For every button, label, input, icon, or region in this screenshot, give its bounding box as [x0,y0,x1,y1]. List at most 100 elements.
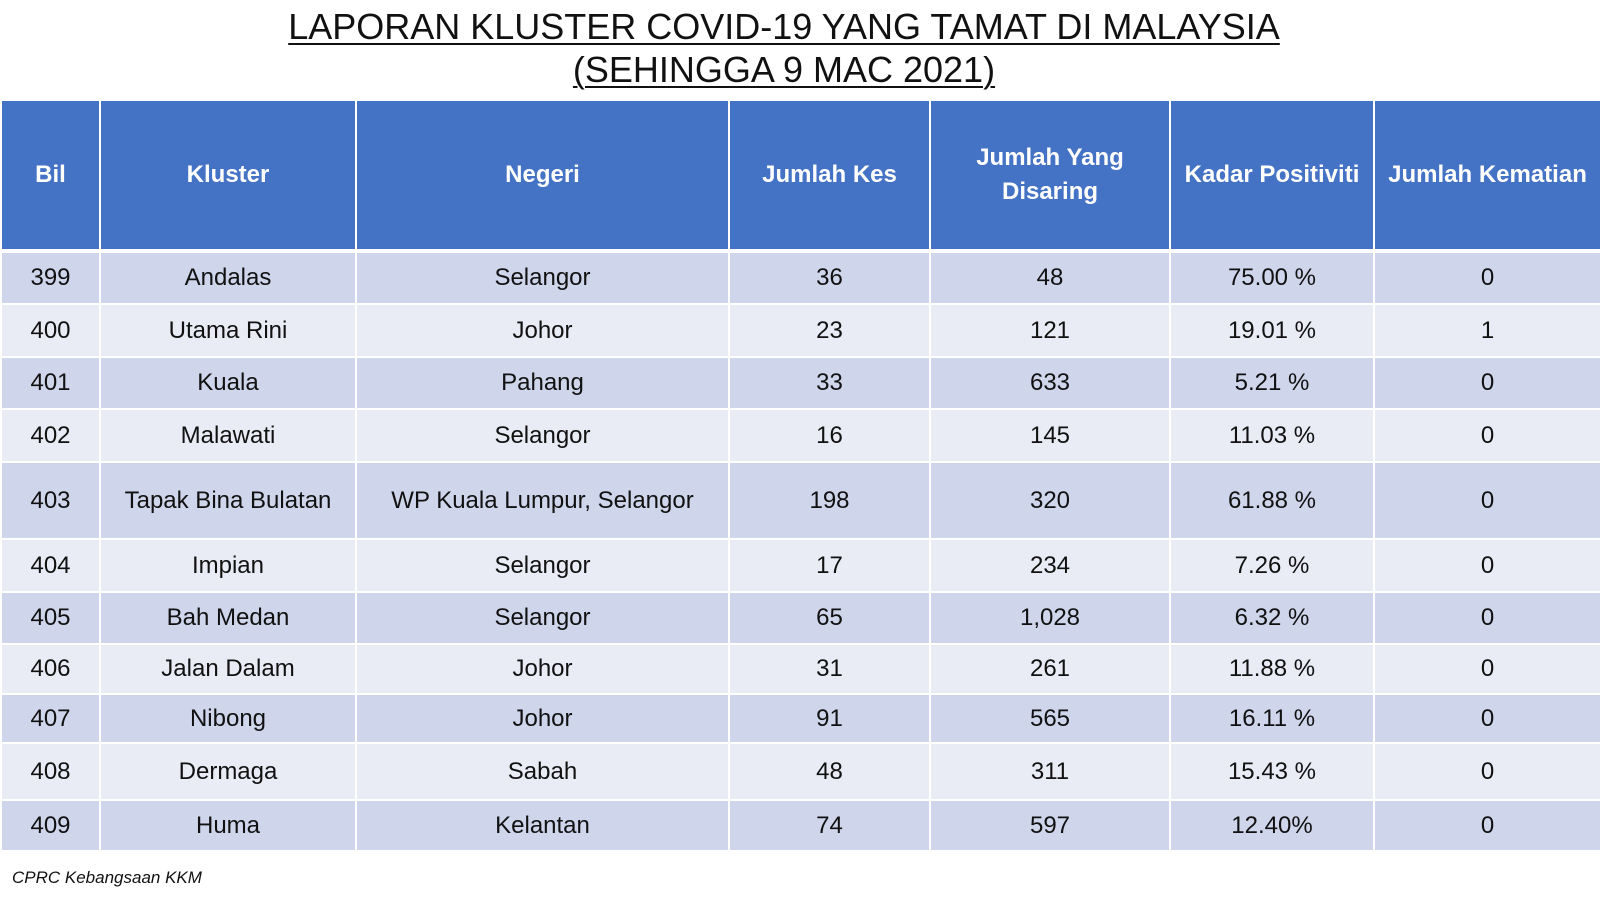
table-row: 407 Nibong Johor 91 565 16.11 % 0 [0,693,1600,744]
header-negeri: Negeri [355,101,730,253]
header-row: Bil Kluster Negeri Jumlah Kes Jumlah Yan… [0,101,1600,253]
cluster-table: Bil Kluster Negeri Jumlah Kes Jumlah Yan… [0,101,1600,852]
cell-bil: 399 [0,250,101,305]
cell-bil: 401 [0,356,101,410]
cell-jumlah-kematian: 1 [1373,303,1600,358]
cell-negeri: Kelantan [355,799,730,852]
cell-jumlah-kes: 33 [728,356,931,410]
cell-negeri: WP Kuala Lumpur, Selangor [355,461,730,540]
title-line-1: LAPORAN KLUSTER COVID-19 YANG TAMAT DI M… [288,6,1280,47]
cell-jumlah-disaring: 597 [929,799,1171,852]
cell-kadar-positiviti: 61.88 % [1169,461,1375,540]
cell-kadar-positiviti: 75.00 % [1169,250,1375,305]
cell-jumlah-disaring: 1,028 [929,591,1171,645]
cell-jumlah-kes: 65 [728,591,931,645]
header-kadar-positiviti: Kadar Positiviti [1169,101,1375,253]
cell-bil: 407 [0,693,101,744]
cell-kluster: Bah Medan [99,591,357,645]
cell-bil: 406 [0,643,101,695]
table-row: 403 Tapak Bina Bulatan WP Kuala Lumpur, … [0,461,1600,540]
header-jumlah-kematian: Jumlah Kematian [1373,101,1600,253]
cell-jumlah-kematian: 0 [1373,742,1600,801]
cell-jumlah-kes: 23 [728,303,931,358]
table-row: 402 Malawati Selangor 16 145 11.03 % 0 [0,408,1600,463]
cell-kluster: Tapak Bina Bulatan [99,461,357,540]
cell-jumlah-disaring: 565 [929,693,1171,744]
cell-kadar-positiviti: 12.40% [1169,799,1375,852]
cell-kadar-positiviti: 16.11 % [1169,693,1375,744]
cell-kluster: Impian [99,538,357,593]
title-line-2: (SEHINGGA 9 MAC 2021) [572,49,996,90]
cell-kluster: Kuala [99,356,357,410]
table-row: 401 Kuala Pahang 33 633 5.21 % 0 [0,356,1600,410]
cell-kadar-positiviti: 6.32 % [1169,591,1375,645]
cell-jumlah-kematian: 0 [1373,250,1600,305]
cell-jumlah-kematian: 0 [1373,408,1600,463]
cell-jumlah-kematian: 0 [1373,538,1600,593]
cell-bil: 403 [0,461,101,540]
cell-jumlah-disaring: 145 [929,408,1171,463]
cell-kluster: Nibong [99,693,357,744]
cell-jumlah-disaring: 234 [929,538,1171,593]
cell-kadar-positiviti: 15.43 % [1169,742,1375,801]
cell-jumlah-kematian: 0 [1373,356,1600,410]
table-row: 404 Impian Selangor 17 234 7.26 % 0 [0,538,1600,593]
cell-jumlah-kematian: 0 [1373,643,1600,695]
cell-jumlah-disaring: 320 [929,461,1171,540]
cell-kluster: Andalas [99,250,357,305]
cell-jumlah-kes: 16 [728,408,931,463]
cell-jumlah-kes: 31 [728,643,931,695]
cell-jumlah-kematian: 0 [1373,591,1600,645]
cell-negeri: Selangor [355,408,730,463]
cell-jumlah-kes: 91 [728,693,931,744]
cell-jumlah-disaring: 311 [929,742,1171,801]
cell-jumlah-kematian: 0 [1373,461,1600,540]
cell-jumlah-disaring: 121 [929,303,1171,358]
cell-negeri: Pahang [355,356,730,410]
cell-negeri: Selangor [355,250,730,305]
table-body: 399 Andalas Selangor 36 48 75.00 % 0 400… [0,250,1600,852]
cell-jumlah-disaring: 48 [929,250,1171,305]
cell-bil: 402 [0,408,101,463]
cell-kluster: Utama Rini [99,303,357,358]
cell-kadar-positiviti: 7.26 % [1169,538,1375,593]
cell-jumlah-kematian: 0 [1373,693,1600,744]
cell-kadar-positiviti: 5.21 % [1169,356,1375,410]
cell-negeri: Sabah [355,742,730,801]
cell-kadar-positiviti: 19.01 % [1169,303,1375,358]
header-jumlah-kes: Jumlah Kes [728,101,931,253]
cell-negeri: Johor [355,693,730,744]
header-bil: Bil [0,101,101,253]
report-title: LAPORAN KLUSTER COVID-19 YANG TAMAT DI M… [0,6,1568,92]
source-footnote: CPRC Kebangsaan KKM [12,868,202,887]
cell-jumlah-kes: 36 [728,250,931,305]
cell-bil: 405 [0,591,101,645]
cell-negeri: Johor [355,643,730,695]
cell-bil: 409 [0,799,101,852]
cell-kluster: Huma [99,799,357,852]
cell-kadar-positiviti: 11.03 % [1169,408,1375,463]
table-row: 406 Jalan Dalam Johor 31 261 11.88 % 0 [0,643,1600,695]
cell-negeri: Johor [355,303,730,358]
cell-kluster: Dermaga [99,742,357,801]
cell-jumlah-kes: 17 [728,538,931,593]
cell-jumlah-kematian: 0 [1373,799,1600,852]
table-row: 400 Utama Rini Johor 23 121 19.01 % 1 [0,303,1600,358]
cell-jumlah-disaring: 261 [929,643,1171,695]
cell-bil: 400 [0,303,101,358]
header-jumlah-disaring: Jumlah Yang Disaring [929,101,1171,253]
cell-jumlah-kes: 48 [728,742,931,801]
cell-jumlah-disaring: 633 [929,356,1171,410]
table-row: 405 Bah Medan Selangor 65 1,028 6.32 % 0 [0,591,1600,645]
cell-bil: 408 [0,742,101,801]
cell-jumlah-kes: 74 [728,799,931,852]
header-kluster: Kluster [99,101,357,253]
cell-bil: 404 [0,538,101,593]
cell-jumlah-kes: 198 [728,461,931,540]
cell-kluster: Malawati [99,408,357,463]
cell-negeri: Selangor [355,538,730,593]
table-row: 409 Huma Kelantan 74 597 12.40% 0 [0,799,1600,852]
table-row: 399 Andalas Selangor 36 48 75.00 % 0 [0,250,1600,305]
table-row: 408 Dermaga Sabah 48 311 15.43 % 0 [0,742,1600,801]
cell-kadar-positiviti: 11.88 % [1169,643,1375,695]
